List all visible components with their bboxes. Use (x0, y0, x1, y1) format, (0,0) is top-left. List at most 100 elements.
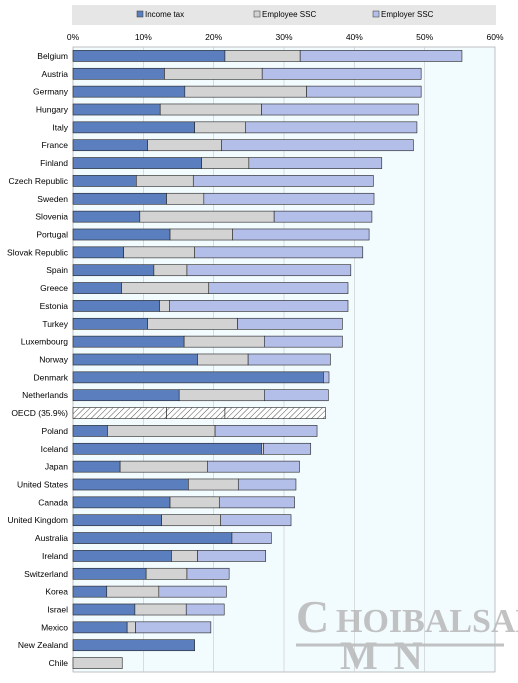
bar-employer-ssc (214, 425, 318, 437)
category-label: Korea (45, 587, 68, 597)
category-label: Greece (40, 283, 68, 293)
bar-income-tax (72, 550, 172, 562)
bar-employee-ssc (136, 175, 194, 187)
legend-swatch-income-tax (136, 10, 144, 18)
bar-employee-ssc (169, 496, 220, 509)
bar-employer-ssc (264, 389, 329, 402)
legend-swatch-employer-ssc (372, 10, 380, 18)
bar-income-tax (72, 639, 195, 652)
bar-employer-ssc (261, 67, 422, 80)
x-axis-ticks: 0% 10% 20% 30% 40% 50% 60% (67, 32, 504, 42)
bar-employee-ssc (161, 514, 221, 527)
bar-employer-ssc (232, 228, 370, 241)
bar-income-tax (72, 353, 198, 366)
watermark-text-line2: MN (340, 633, 439, 678)
bar-employer-ssc (273, 210, 373, 223)
category-label: Poland (42, 426, 69, 436)
bar-employer-ssc (261, 103, 419, 116)
legend-swatch-employee-ssc (253, 10, 261, 18)
bar-income-tax (72, 478, 189, 491)
category-label: Mexico (41, 622, 68, 632)
bar-employer-ssc (221, 139, 414, 152)
bar-employer-ssc (186, 264, 352, 277)
x-tick-label: 40% (346, 32, 363, 42)
bar-employee-ssc (166, 192, 205, 205)
bar-income-tax (72, 442, 262, 455)
watermark-text-line1-rest: HOIBALSAN (336, 603, 518, 640)
legend-label-income-tax: Income tax (145, 10, 184, 19)
bar-employer-ssc (247, 353, 331, 366)
bar-income-tax (72, 264, 155, 277)
bar-income-tax (72, 567, 147, 580)
bar-employee-ssc (201, 157, 250, 169)
category-label: Austria (42, 69, 69, 79)
bar-employer-ssc (306, 85, 422, 98)
bar-employee-ssc (145, 567, 188, 580)
bar-employer-ssc (197, 550, 267, 562)
bar-employer-ssc (323, 371, 330, 384)
x-tick-label: 60% (486, 32, 503, 42)
bar-employer-ssc (220, 514, 292, 527)
bar-income-tax (72, 210, 141, 223)
x-tick-label: 10% (135, 32, 152, 42)
bar-employee-ssc (261, 442, 264, 455)
bar-employee-ssc (184, 85, 307, 98)
legend-box (72, 5, 496, 25)
bar-income-tax (72, 532, 233, 544)
category-label: Netherlands (22, 390, 68, 400)
legend: Income tax Employee SSC Employer SSC (136, 10, 434, 19)
bar-employee-ssc (106, 585, 160, 598)
bar-income-tax (72, 282, 122, 294)
bar-employer-ssc (237, 478, 297, 491)
category-label: Portugal (36, 230, 68, 240)
bar-employee-ssc (178, 389, 265, 402)
bar-employee-ssc (164, 67, 263, 80)
category-label: Israel (47, 605, 68, 615)
bar-employer-ssc (248, 157, 383, 169)
bar-income-tax (72, 246, 124, 259)
bar-employer-ssc (135, 621, 212, 634)
watermark-text-line1: C (296, 591, 329, 642)
bar-employer-ssc (158, 585, 227, 598)
bar-income-tax (72, 85, 186, 98)
bar-employer-ssc (169, 300, 349, 312)
bar-employer-ssc (218, 496, 295, 509)
category-label: Iceland (41, 444, 69, 454)
category-label: Finland (40, 158, 68, 168)
bar-employee-ssc (159, 103, 262, 116)
bar-employee-ssc (159, 300, 170, 312)
category-label: Japan (45, 462, 68, 472)
category-label: Denmark (34, 372, 69, 382)
category-label: OECD (35.9%) (11, 408, 68, 418)
bar-employer-ssc (186, 567, 230, 580)
bar-employee-ssc (147, 317, 238, 330)
bar-employer-ssc (299, 50, 463, 62)
category-label: Luxembourg (21, 337, 69, 347)
bar-employee-ssc (107, 425, 216, 437)
bar-employee-ssc (194, 121, 246, 134)
bar-employer-ssc (208, 282, 349, 294)
bar-employee-ssc (139, 210, 275, 223)
bar-income-tax (72, 389, 180, 402)
category-label: Hungary (36, 105, 69, 115)
bar-income-tax (72, 67, 165, 80)
bar-employee-ssc (153, 264, 188, 277)
bar-employer-ssc (231, 532, 272, 544)
bar-employee-ssc (126, 621, 136, 634)
bar-employee-ssc (134, 603, 187, 616)
category-label: Sweden (37, 194, 68, 204)
category-label: Germany (33, 87, 69, 97)
bar-income-tax (72, 514, 162, 527)
bar-income-tax (72, 371, 324, 384)
category-label: Australia (35, 533, 68, 543)
bars (72, 50, 463, 669)
category-label: United Kingdom (8, 515, 68, 525)
bar-income-tax (72, 425, 108, 437)
bar-employee-ssc (119, 460, 208, 473)
category-label: Ireland (42, 551, 68, 561)
bar-income-tax (72, 407, 167, 419)
bar-employer-ssc (237, 317, 343, 330)
category-label: Slovak Republic (7, 247, 69, 257)
bar-employee-ssc (224, 50, 301, 62)
